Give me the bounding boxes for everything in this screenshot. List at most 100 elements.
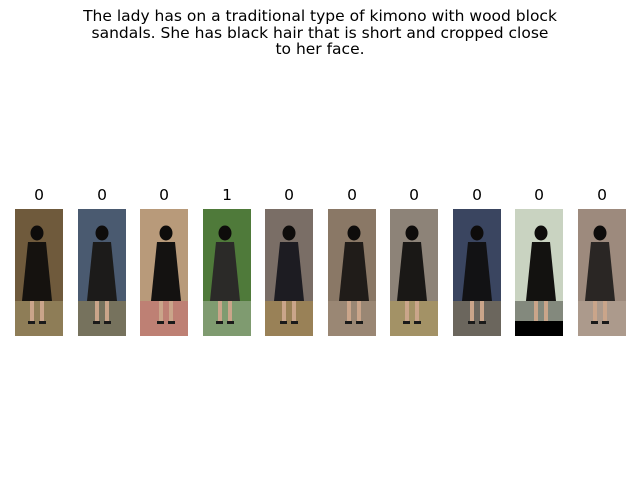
person-photo	[515, 209, 563, 336]
person-body	[339, 242, 369, 301]
person-shoe	[356, 321, 363, 324]
person-shoe	[591, 321, 598, 324]
person-head	[95, 225, 109, 241]
person-leg	[95, 301, 99, 321]
person-shoe	[168, 321, 175, 324]
person-photo	[578, 209, 626, 336]
person-photo	[140, 209, 188, 336]
person-thumbnail	[453, 209, 501, 336]
person-leg	[40, 301, 44, 321]
person-head	[159, 225, 173, 241]
gallery-item-10: 0	[578, 186, 626, 336]
match-label: 0	[409, 186, 419, 204]
match-label: 0	[347, 186, 357, 204]
person-leg	[105, 301, 109, 321]
person-leg	[218, 301, 222, 321]
person-head	[347, 225, 361, 241]
person-leg	[603, 301, 607, 321]
person-shoe	[403, 321, 410, 324]
person-thumbnail	[390, 209, 438, 336]
person-thumbnail	[15, 209, 63, 336]
photo-floor	[78, 301, 126, 336]
match-label: 0	[472, 186, 482, 204]
photo-black-border	[515, 321, 563, 336]
gallery-item-7: 0	[390, 186, 438, 336]
photo-floor	[140, 301, 188, 336]
match-label: 1	[222, 186, 232, 204]
person-leg	[470, 301, 474, 321]
person-body	[462, 242, 492, 301]
gallery-item-3: 0	[140, 186, 188, 336]
person-shoe	[280, 321, 287, 324]
person-photo	[265, 209, 313, 336]
person-leg	[357, 301, 361, 321]
photo-floor	[578, 301, 626, 336]
gallery-item-5: 0	[265, 186, 313, 336]
photo-floor	[265, 301, 313, 336]
gallery-item-6: 0	[328, 186, 376, 336]
person-head	[593, 225, 607, 241]
person-shoe	[602, 321, 609, 324]
person-body	[151, 242, 181, 301]
person-shoe	[28, 321, 35, 324]
person-leg	[534, 301, 538, 321]
person-leg	[415, 301, 419, 321]
person-shoe	[93, 321, 100, 324]
person-body	[22, 242, 52, 301]
match-label: 0	[534, 186, 544, 204]
person-head	[282, 225, 296, 241]
person-thumbnail	[265, 209, 313, 336]
person-head	[470, 225, 484, 241]
person-leg	[593, 301, 597, 321]
person-shoe	[479, 321, 486, 324]
person-shoe	[104, 321, 111, 324]
photo-floor	[390, 301, 438, 336]
person-photo	[453, 209, 501, 336]
person-body	[87, 242, 117, 301]
match-label: 0	[34, 186, 44, 204]
person-leg	[30, 301, 34, 321]
gallery-item-1: 0	[15, 186, 63, 336]
person-body	[526, 242, 556, 301]
person-shoe	[414, 321, 421, 324]
person-body	[210, 242, 240, 301]
person-shoe	[345, 321, 352, 324]
person-shoe	[39, 321, 46, 324]
person-body	[585, 242, 615, 301]
person-shoe	[468, 321, 475, 324]
gallery-item-2: 0	[78, 186, 126, 336]
photo-floor	[328, 301, 376, 336]
photo-floor	[453, 301, 501, 336]
person-thumbnail	[78, 209, 126, 336]
caption-line-3: to her face.	[275, 40, 365, 58]
photo-floor	[15, 301, 63, 336]
person-shoe	[227, 321, 234, 324]
figure-caption: The lady has on a traditional type of ki…	[0, 8, 640, 58]
match-label: 0	[284, 186, 294, 204]
person-photo	[328, 209, 376, 336]
person-leg	[228, 301, 232, 321]
person-photo	[78, 209, 126, 336]
person-body	[274, 242, 304, 301]
person-photo	[390, 209, 438, 336]
person-leg	[480, 301, 484, 321]
gallery-item-8: 0	[453, 186, 501, 336]
person-leg	[169, 301, 173, 321]
person-shoe	[291, 321, 298, 324]
person-shoe	[157, 321, 164, 324]
match-label: 0	[159, 186, 169, 204]
person-head	[405, 225, 419, 241]
caption-line-1: The lady has on a traditional type of ki…	[83, 7, 557, 25]
person-leg	[347, 301, 351, 321]
person-thumbnail	[515, 209, 563, 336]
person-leg	[544, 301, 548, 321]
person-shoe	[216, 321, 223, 324]
person-thumbnail	[203, 209, 251, 336]
person-head	[534, 225, 548, 241]
person-photo	[15, 209, 63, 336]
match-label: 0	[597, 186, 607, 204]
person-leg	[292, 301, 296, 321]
person-head	[218, 225, 232, 241]
person-thumbnail	[578, 209, 626, 336]
